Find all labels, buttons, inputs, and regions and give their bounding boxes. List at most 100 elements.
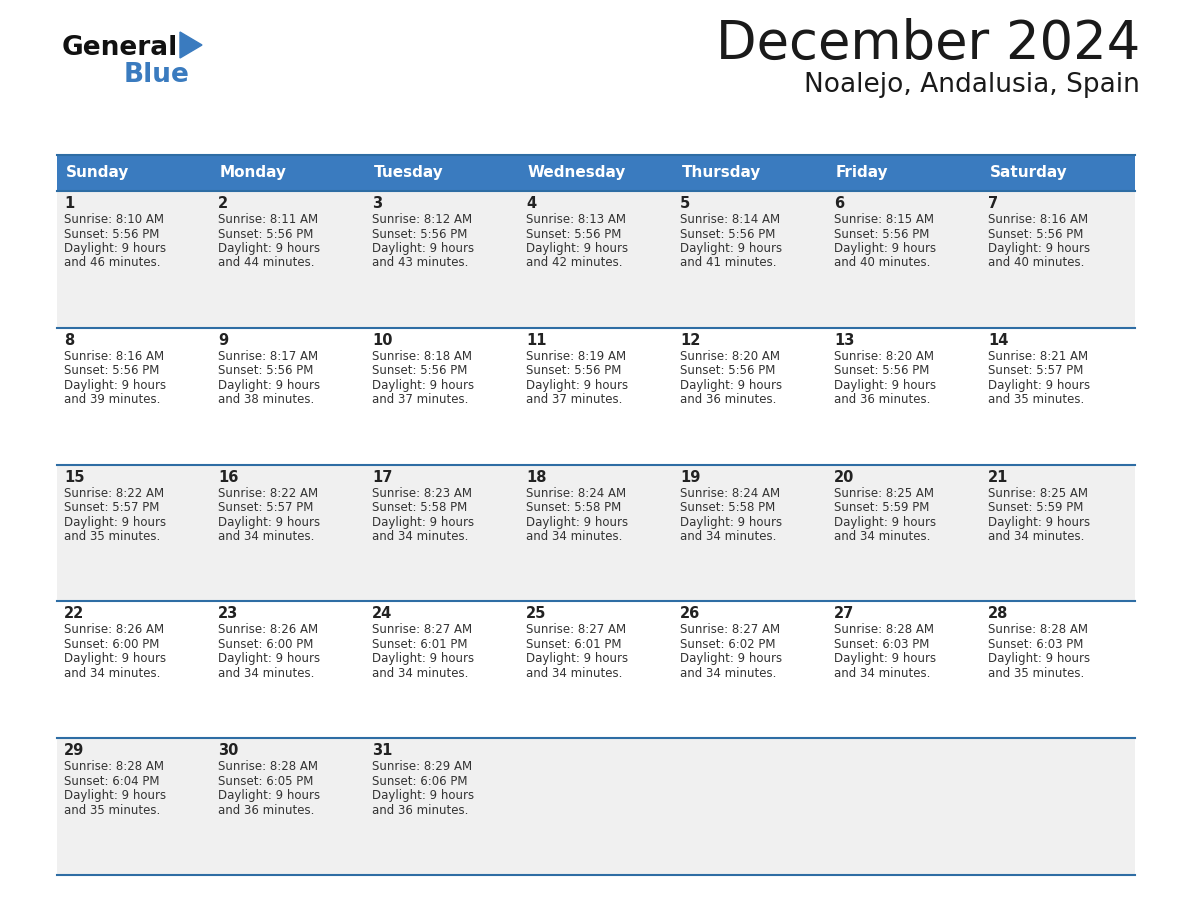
Text: Daylight: 9 hours: Daylight: 9 hours xyxy=(988,516,1091,529)
Bar xyxy=(57,465,1135,601)
Text: Daylight: 9 hours: Daylight: 9 hours xyxy=(526,516,628,529)
Text: and 34 minutes.: and 34 minutes. xyxy=(988,530,1085,543)
Text: Sunset: 5:59 PM: Sunset: 5:59 PM xyxy=(834,501,929,514)
Text: and 35 minutes.: and 35 minutes. xyxy=(64,530,160,543)
Text: 12: 12 xyxy=(680,333,701,348)
Text: and 34 minutes.: and 34 minutes. xyxy=(64,666,160,680)
Text: and 35 minutes.: and 35 minutes. xyxy=(988,393,1085,407)
Text: 30: 30 xyxy=(219,744,239,758)
Text: and 36 minutes.: and 36 minutes. xyxy=(834,393,930,407)
Text: Daylight: 9 hours: Daylight: 9 hours xyxy=(219,516,320,529)
Text: and 37 minutes.: and 37 minutes. xyxy=(526,393,623,407)
Text: and 34 minutes.: and 34 minutes. xyxy=(834,530,930,543)
Bar xyxy=(365,155,519,191)
Text: Sunset: 5:56 PM: Sunset: 5:56 PM xyxy=(834,228,929,241)
Text: Sunrise: 8:20 AM: Sunrise: 8:20 AM xyxy=(680,350,781,363)
Text: Sunset: 6:04 PM: Sunset: 6:04 PM xyxy=(64,775,159,788)
Text: Monday: Monday xyxy=(220,165,287,181)
Bar xyxy=(211,155,365,191)
Text: Daylight: 9 hours: Daylight: 9 hours xyxy=(834,653,936,666)
Text: Sunrise: 8:26 AM: Sunrise: 8:26 AM xyxy=(64,623,164,636)
Text: 1: 1 xyxy=(64,196,74,211)
Polygon shape xyxy=(181,32,202,58)
Text: 11: 11 xyxy=(526,333,546,348)
Text: and 34 minutes.: and 34 minutes. xyxy=(680,530,777,543)
Text: and 46 minutes.: and 46 minutes. xyxy=(64,256,160,270)
Text: and 42 minutes.: and 42 minutes. xyxy=(526,256,623,270)
Text: Sunset: 5:56 PM: Sunset: 5:56 PM xyxy=(988,228,1083,241)
Text: Thursday: Thursday xyxy=(682,165,762,181)
Text: Sunrise: 8:25 AM: Sunrise: 8:25 AM xyxy=(834,487,934,499)
Text: Sunrise: 8:11 AM: Sunrise: 8:11 AM xyxy=(219,213,318,226)
Text: and 34 minutes.: and 34 minutes. xyxy=(219,530,315,543)
Text: 8: 8 xyxy=(64,333,74,348)
Text: and 34 minutes.: and 34 minutes. xyxy=(219,666,315,680)
Bar xyxy=(57,738,1135,875)
Text: and 39 minutes.: and 39 minutes. xyxy=(64,393,160,407)
Text: Sunset: 6:00 PM: Sunset: 6:00 PM xyxy=(64,638,159,651)
Text: Sunrise: 8:10 AM: Sunrise: 8:10 AM xyxy=(64,213,164,226)
Text: December 2024: December 2024 xyxy=(715,18,1140,70)
Text: and 38 minutes.: and 38 minutes. xyxy=(219,393,315,407)
Text: 3: 3 xyxy=(372,196,383,211)
Text: Sunrise: 8:20 AM: Sunrise: 8:20 AM xyxy=(834,350,934,363)
Text: Sunrise: 8:28 AM: Sunrise: 8:28 AM xyxy=(64,760,164,773)
Text: Daylight: 9 hours: Daylight: 9 hours xyxy=(834,379,936,392)
Text: Sunset: 5:57 PM: Sunset: 5:57 PM xyxy=(64,501,159,514)
Text: Daylight: 9 hours: Daylight: 9 hours xyxy=(526,379,628,392)
Text: Sunrise: 8:27 AM: Sunrise: 8:27 AM xyxy=(372,623,472,636)
Text: Friday: Friday xyxy=(836,165,889,181)
Text: Daylight: 9 hours: Daylight: 9 hours xyxy=(680,242,782,255)
Text: Daylight: 9 hours: Daylight: 9 hours xyxy=(219,653,320,666)
Text: and 44 minutes.: and 44 minutes. xyxy=(219,256,315,270)
Text: Sunset: 6:00 PM: Sunset: 6:00 PM xyxy=(219,638,314,651)
Text: and 36 minutes.: and 36 minutes. xyxy=(219,803,315,817)
Text: Sunrise: 8:29 AM: Sunrise: 8:29 AM xyxy=(372,760,472,773)
Bar xyxy=(57,191,1135,328)
Text: Sunset: 5:56 PM: Sunset: 5:56 PM xyxy=(64,228,159,241)
Text: Sunrise: 8:22 AM: Sunrise: 8:22 AM xyxy=(219,487,318,499)
Text: Sunset: 5:56 PM: Sunset: 5:56 PM xyxy=(526,228,621,241)
Text: Daylight: 9 hours: Daylight: 9 hours xyxy=(988,379,1091,392)
Text: Sunset: 6:01 PM: Sunset: 6:01 PM xyxy=(372,638,468,651)
Text: Daylight: 9 hours: Daylight: 9 hours xyxy=(219,379,320,392)
Text: Wednesday: Wednesday xyxy=(527,165,626,181)
Text: Sunset: 6:03 PM: Sunset: 6:03 PM xyxy=(988,638,1083,651)
Text: and 34 minutes.: and 34 minutes. xyxy=(372,530,468,543)
Text: Sunset: 5:56 PM: Sunset: 5:56 PM xyxy=(219,364,314,377)
Text: 7: 7 xyxy=(988,196,998,211)
Text: Sunrise: 8:28 AM: Sunrise: 8:28 AM xyxy=(834,623,934,636)
Text: 9: 9 xyxy=(219,333,228,348)
Text: Sunrise: 8:16 AM: Sunrise: 8:16 AM xyxy=(64,350,164,363)
Text: Sunrise: 8:13 AM: Sunrise: 8:13 AM xyxy=(526,213,626,226)
Text: 24: 24 xyxy=(372,607,392,621)
Text: Sunset: 5:56 PM: Sunset: 5:56 PM xyxy=(64,364,159,377)
Text: Sunrise: 8:27 AM: Sunrise: 8:27 AM xyxy=(680,623,781,636)
Text: Sunset: 5:57 PM: Sunset: 5:57 PM xyxy=(988,364,1083,377)
Text: Sunrise: 8:17 AM: Sunrise: 8:17 AM xyxy=(219,350,318,363)
Text: Daylight: 9 hours: Daylight: 9 hours xyxy=(64,379,166,392)
Text: Sunrise: 8:21 AM: Sunrise: 8:21 AM xyxy=(988,350,1088,363)
Bar xyxy=(519,155,672,191)
Text: Sunset: 5:58 PM: Sunset: 5:58 PM xyxy=(526,501,621,514)
Text: Daylight: 9 hours: Daylight: 9 hours xyxy=(834,516,936,529)
Text: 6: 6 xyxy=(834,196,845,211)
Text: Daylight: 9 hours: Daylight: 9 hours xyxy=(372,242,474,255)
Text: Sunset: 6:03 PM: Sunset: 6:03 PM xyxy=(834,638,929,651)
Text: Sunrise: 8:18 AM: Sunrise: 8:18 AM xyxy=(372,350,472,363)
Text: and 36 minutes.: and 36 minutes. xyxy=(680,393,777,407)
Text: Tuesday: Tuesday xyxy=(374,165,444,181)
Text: 27: 27 xyxy=(834,607,854,621)
Text: and 37 minutes.: and 37 minutes. xyxy=(372,393,468,407)
Text: 4: 4 xyxy=(526,196,536,211)
Text: Sunset: 5:59 PM: Sunset: 5:59 PM xyxy=(988,501,1083,514)
Text: and 34 minutes.: and 34 minutes. xyxy=(834,666,930,680)
Text: 22: 22 xyxy=(64,607,84,621)
Text: Sunrise: 8:14 AM: Sunrise: 8:14 AM xyxy=(680,213,781,226)
Text: Sunset: 5:56 PM: Sunset: 5:56 PM xyxy=(834,364,929,377)
Text: Saturday: Saturday xyxy=(990,165,1068,181)
Bar xyxy=(57,328,1135,465)
Text: 25: 25 xyxy=(526,607,546,621)
Text: and 34 minutes.: and 34 minutes. xyxy=(526,666,623,680)
Text: Daylight: 9 hours: Daylight: 9 hours xyxy=(64,516,166,529)
